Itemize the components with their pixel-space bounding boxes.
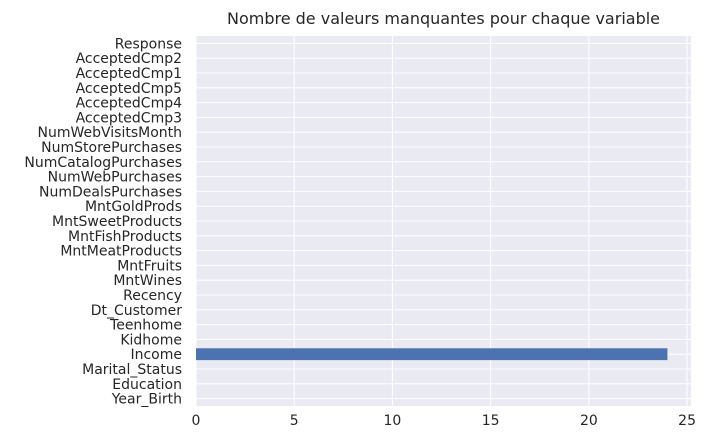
x-tick-label: 0 — [192, 413, 201, 429]
grid-lines — [195, 36, 691, 406]
y-tick-label: Recency — [123, 288, 182, 304]
y-tick-label: Dt_Customer — [91, 303, 183, 319]
x-tick-label: 20 — [580, 413, 598, 429]
y-tick-label: NumCatalogPurchases — [24, 155, 182, 171]
y-tick-label: AcceptedCmp5 — [76, 81, 182, 97]
x-tick-label: 25 — [678, 413, 696, 429]
y-tick-label: Year_Birth — [111, 392, 182, 408]
x-tick-label: 15 — [482, 413, 500, 429]
y-tick-label: Education — [112, 377, 182, 393]
bar-income — [196, 348, 668, 361]
x-tick-labels: 0 5 10 15 20 25 — [192, 413, 696, 429]
y-tick-label: AcceptedCmp3 — [76, 110, 182, 126]
y-tick-label: NumDealsPurchases — [39, 184, 182, 200]
y-tick-label: Marital_Status — [82, 362, 182, 378]
y-tick-label: MntSweetProducts — [52, 214, 182, 230]
y-tick-label: NumWebVisitsMonth — [37, 125, 182, 141]
y-tick-label: MntFruits — [117, 258, 182, 274]
y-tick-label: Income — [130, 347, 182, 363]
y-tick-label: Kidhome — [120, 332, 182, 348]
x-tick-label: 10 — [384, 413, 402, 429]
chart-title: Nombre de valeurs manquantes pour chaque… — [227, 9, 660, 28]
y-tick-labels: Year_BirthEducationMarital_StatusIncomeK… — [24, 36, 182, 407]
y-tick-label: NumStorePurchases — [41, 140, 182, 156]
y-tick-label: MntFishProducts — [68, 229, 182, 245]
x-tick-label: 5 — [290, 413, 299, 429]
y-tick-label: AcceptedCmp1 — [76, 66, 182, 82]
y-tick-label: MntGoldProds — [85, 199, 182, 215]
bars — [196, 348, 668, 361]
y-tick-label: AcceptedCmp2 — [76, 51, 182, 67]
y-tick-label: Teenhome — [109, 318, 182, 334]
y-tick-label: NumWebPurchases — [48, 170, 182, 186]
y-tick-label: AcceptedCmp4 — [76, 96, 183, 112]
y-tick-label: Response — [115, 36, 182, 52]
y-tick-label: MntWines — [113, 273, 182, 289]
y-tick-label: MntMeatProducts — [60, 244, 182, 260]
